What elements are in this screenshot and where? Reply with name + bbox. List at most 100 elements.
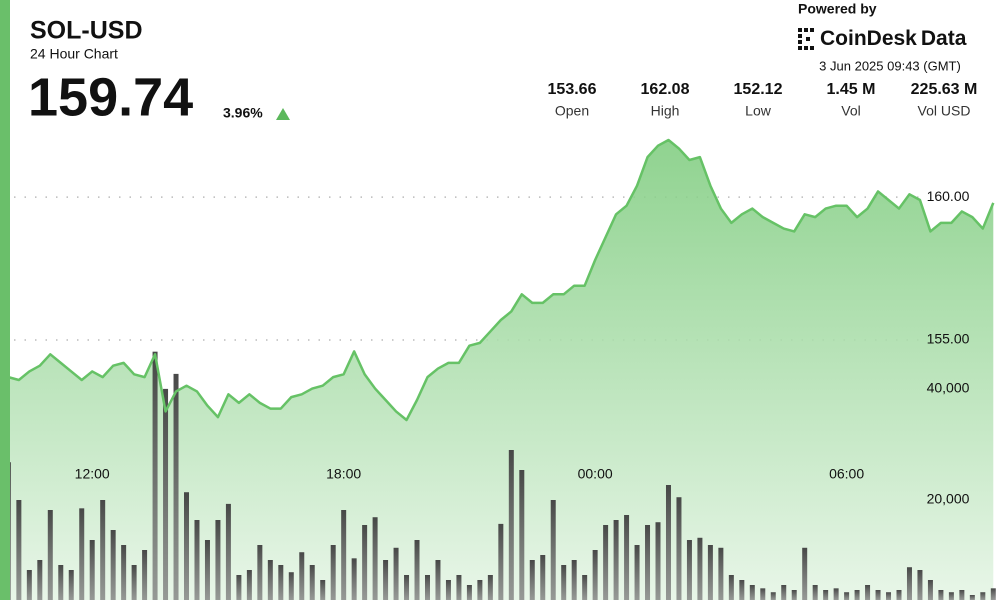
volume-bar (707, 545, 713, 600)
volume-bar (749, 585, 755, 600)
volume-bar (896, 590, 902, 600)
line (8, 138, 995, 422)
volume-bar (372, 517, 378, 600)
volume-bar (571, 560, 577, 600)
volume-bar (58, 565, 64, 600)
x-tick-label: 18:00 (326, 466, 361, 482)
volume-bar (802, 547, 808, 600)
volume-bar (456, 575, 462, 600)
y-tick-label: 155.00 (927, 331, 970, 347)
volume-bar (886, 592, 892, 600)
stat-value: 162.08 (641, 81, 690, 98)
volume-bar (278, 565, 284, 600)
volume-bar (697, 537, 703, 600)
volume-bar (665, 485, 671, 600)
volume-bar (854, 590, 860, 600)
subtitle: 24 Hour Chart (30, 46, 118, 62)
logo (798, 28, 814, 50)
volume-bar (676, 497, 682, 600)
price: 159.74 (28, 67, 193, 127)
volume-bar (131, 565, 137, 600)
stat-label: Low (745, 103, 772, 119)
volume-bar (603, 525, 609, 600)
volume-bar (718, 547, 724, 600)
stat-value: 225.63 M (911, 81, 978, 98)
volume-bar (990, 588, 996, 600)
volume-bar (781, 585, 787, 600)
volume-bar (645, 525, 651, 600)
volume-bar (791, 590, 797, 600)
volume-bar (875, 590, 881, 600)
volume-bar (487, 575, 493, 600)
volume-bar (906, 567, 912, 600)
volume-bar (362, 525, 368, 600)
volume-bar (508, 450, 514, 600)
volume-bar (917, 570, 923, 600)
left-border (0, 0, 10, 600)
volume-bar (529, 560, 535, 600)
area (8, 140, 994, 600)
volume-bar (204, 540, 210, 600)
volume-bar (142, 550, 148, 600)
volume-bar (686, 540, 692, 600)
volume-bar (477, 580, 483, 600)
volume-bar (760, 588, 766, 600)
volume-bar (582, 575, 588, 600)
volume-bar (215, 520, 221, 600)
volume-bar (288, 572, 294, 600)
volume-bar (613, 520, 619, 600)
volume-bar (466, 585, 472, 600)
volume-bar (351, 558, 357, 600)
change: 3.96% (223, 105, 263, 121)
volume-bar (948, 592, 954, 600)
brand-suffix: Data (921, 27, 967, 50)
x-tick-label: 00:00 (578, 466, 613, 482)
volume-bar (100, 500, 106, 600)
volume-bar (16, 500, 22, 600)
volume-bar (540, 555, 546, 600)
volume-bar (414, 540, 420, 600)
volume-bar (173, 373, 179, 600)
volume-bar (865, 585, 871, 600)
x-tick-label: 12:00 (75, 466, 110, 482)
chart-title: SOL-USD (30, 17, 143, 45)
volume-bar (47, 510, 53, 600)
volume-bar (121, 545, 127, 600)
volume-bar (728, 575, 734, 600)
volume-bar (739, 580, 745, 600)
plot (5, 138, 996, 600)
volume-bar (393, 547, 399, 600)
volume-bar (152, 351, 158, 600)
volume-bar (498, 523, 504, 600)
y-tick-label: 160.00 (927, 188, 970, 204)
volume-bar (770, 592, 776, 600)
volume-bar (404, 575, 410, 600)
x-tick-label: 06:00 (829, 466, 864, 482)
stat-value: 152.12 (734, 81, 783, 98)
stat-label: Vol USD (918, 103, 971, 119)
volume-bar (445, 580, 451, 600)
volume-bar (823, 590, 829, 600)
volume-bar (341, 510, 347, 600)
volume-bar (68, 570, 74, 600)
y2-tick-label: 40,000 (927, 380, 970, 396)
volume-bar (927, 580, 933, 600)
volume-bar (561, 565, 567, 600)
volume-bar (624, 515, 630, 600)
volume-bar (424, 575, 430, 600)
volume-bar (267, 560, 273, 600)
volume-bar (26, 570, 32, 600)
volume-bar (550, 500, 556, 600)
volume-bar (980, 592, 986, 600)
volume-bar (79, 508, 85, 600)
timestamp: 3 Jun 2025 09:43 (GMT) (819, 58, 961, 73)
stats: 153.66 Open 162.08 High 152.12 Low 1.45 M Vol 22… (548, 81, 978, 118)
volume-bar (299, 552, 305, 600)
volume-bar (383, 560, 389, 600)
volume-bar (435, 560, 441, 600)
volume-bar (938, 590, 944, 600)
volume-bar (833, 588, 839, 600)
volume-bar (246, 570, 252, 600)
